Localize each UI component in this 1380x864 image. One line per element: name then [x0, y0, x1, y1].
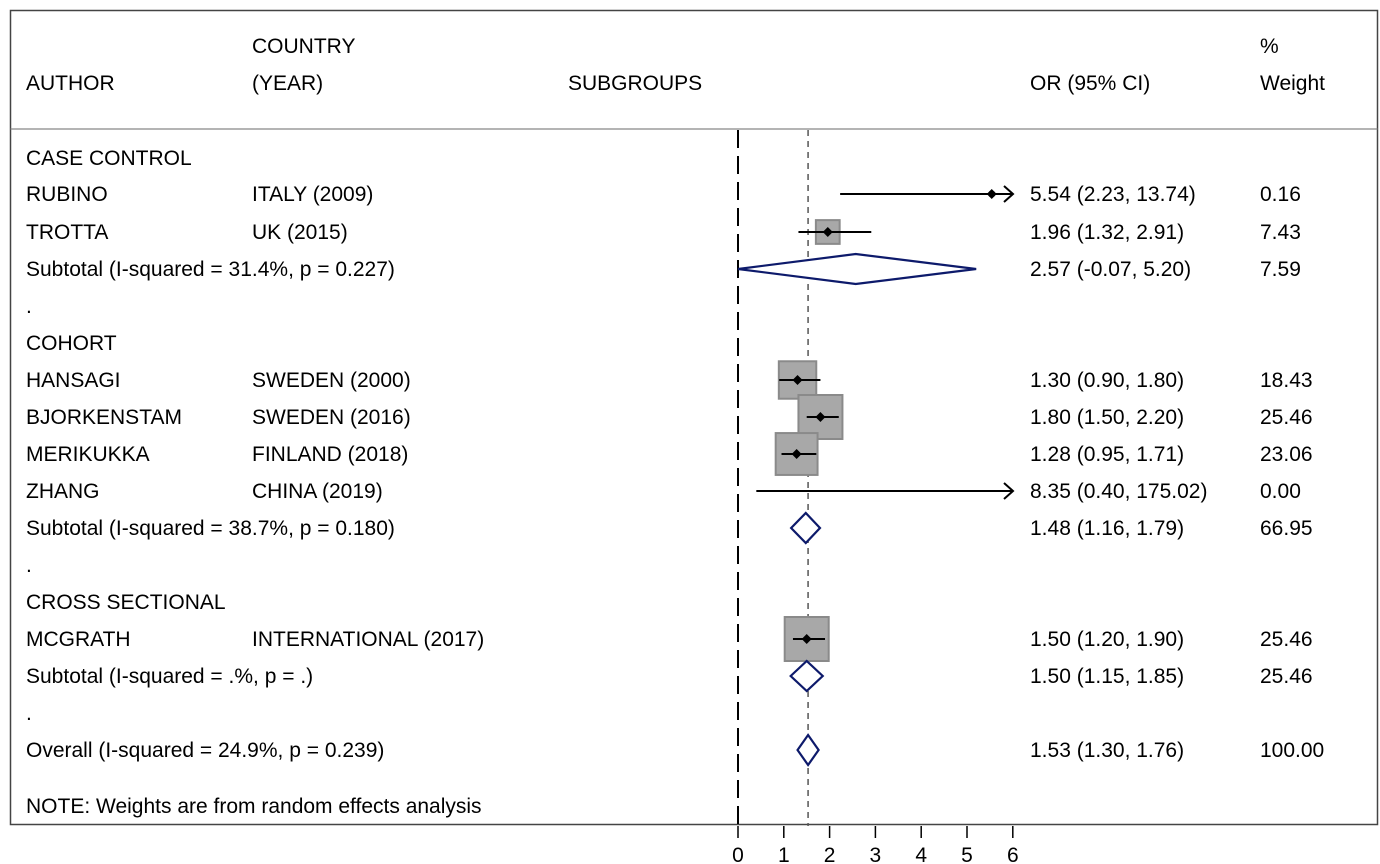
study-ci-text: 5.54 (2.23, 13.74) [1030, 183, 1196, 206]
header-country: COUNTRY [252, 35, 355, 58]
row-group: CROSS SECTIONAL [26, 591, 226, 614]
study-weight-text: 0.16 [1260, 183, 1301, 206]
study-country: ITALY (2009) [252, 183, 373, 206]
x-tick-label: 1 [778, 844, 790, 864]
study-country: UK (2015) [252, 221, 348, 244]
study-country: INTERNATIONAL (2017) [252, 628, 484, 651]
header-percent: % [1260, 35, 1279, 58]
overall-weight-text: 100.00 [1260, 739, 1324, 762]
note-text: NOTE: Weights are from random effects an… [26, 795, 482, 818]
x-tick-label: 6 [1007, 844, 1019, 864]
row-study: TROTTA UK (2015) 1.96 (1.32, 2.91) 7.43 [26, 219, 1301, 245]
study-ci-text: 1.28 (0.95, 1.71) [1030, 443, 1184, 466]
study-weight-text: 7.43 [1260, 221, 1301, 244]
study-weight-text: 18.43 [1260, 369, 1313, 392]
study-author: MCGRATH [26, 628, 131, 651]
study-country: SWEDEN (2000) [252, 369, 411, 392]
x-axis: 0 1 2 3 4 5 6 [732, 826, 1019, 864]
subtotal-diamond [737, 252, 977, 286]
x-tick-label: 3 [870, 844, 882, 864]
subtotal-ci-text: 2.57 (-0.07, 5.20) [1030, 258, 1191, 281]
row-study: RUBINO ITALY (2009) 5.54 (2.23, 13.74) 0.16 [26, 183, 1301, 206]
row-spacer: . [26, 295, 32, 318]
subtotal-weight-text: 7.59 [1260, 258, 1301, 281]
header-weight: Weight [1260, 72, 1325, 95]
point-estimate [815, 412, 826, 422]
ci-arrow [1003, 185, 1015, 203]
row-spacer: . [26, 702, 32, 725]
subtotal-weight-text: 66.95 [1260, 517, 1313, 540]
study-weight-text: 25.46 [1260, 406, 1313, 429]
subtotal-weight-text: 25.46 [1260, 665, 1313, 688]
study-ci-text: 1.30 (0.90, 1.80) [1030, 369, 1184, 392]
header-author: AUTHOR [26, 72, 115, 95]
subtotal-diamond [789, 659, 825, 693]
study-weight-text: 0.00 [1260, 480, 1301, 503]
row-subtotal: Subtotal (I-squared = 31.4%, p = 0.227) 2… [26, 252, 1301, 286]
point-estimate [822, 227, 833, 237]
header-subgroups: SUBGROUPS [568, 72, 702, 95]
ci-arrow [1003, 482, 1015, 500]
plot-frame [9, 9, 1379, 826]
study-author: HANSAGI [26, 369, 121, 392]
row-group: CASE CONTROL [26, 147, 192, 170]
subtotal-ci-text: 1.50 (1.15, 1.85) [1030, 665, 1184, 688]
row-study: HANSAGI SWEDEN (2000) 1.30 (0.90, 1.80) 18.… [26, 360, 1313, 400]
study-author: ZHANG [26, 480, 100, 503]
study-weight-text: 23.06 [1260, 443, 1313, 466]
study-weight-text: 25.46 [1260, 628, 1313, 651]
group-label: CROSS SECTIONAL [26, 591, 226, 614]
study-ci-text: 1.80 (1.50, 2.20) [1030, 406, 1184, 429]
point-estimate [986, 189, 997, 199]
subtotal-label: Subtotal (I-squared = 31.4%, p = 0.227) [26, 258, 395, 281]
row-study: MCGRATH INTERNATIONAL (2017) 1.50 (1.20, 1… [26, 616, 1313, 662]
spacer-dot: . [26, 702, 32, 725]
row-spacer: . [26, 554, 32, 577]
subtotal-ci-text: 1.48 (1.16, 1.79) [1030, 517, 1184, 540]
header-year: (YEAR) [252, 72, 323, 95]
point-estimate [801, 634, 812, 644]
study-author: RUBINO [26, 183, 108, 206]
spacer-dot: . [26, 554, 32, 577]
point-estimate [791, 449, 802, 459]
x-tick-label: 0 [732, 844, 744, 864]
study-author: TROTTA [26, 221, 108, 244]
study-ci-text: 8.35 (0.40, 175.02) [1030, 480, 1207, 503]
subtotal-diamond [789, 511, 822, 545]
row-group: COHORT [26, 332, 117, 355]
x-tick-label: 2 [824, 844, 836, 864]
row-study: ZHANG CHINA (2019) 8.35 (0.40, 175.02) 0.00 [26, 480, 1301, 503]
study-ci-text: 1.96 (1.32, 2.91) [1030, 221, 1184, 244]
study-country: FINLAND (2018) [252, 443, 408, 466]
point-estimate [792, 375, 803, 385]
subtotal-label: Subtotal (I-squared = 38.7%, p = 0.180) [26, 517, 395, 540]
study-country: SWEDEN (2016) [252, 406, 411, 429]
row-study: MERIKUKKA FINLAND (2018) 1.28 (0.95, 1.71)… [26, 432, 1313, 476]
study-author: BJORKENSTAM [26, 406, 182, 429]
group-label: CASE CONTROL [26, 147, 192, 170]
rows-layer: CASE CONTROL RUBINO ITALY (2009) 5.54 (2.23… [26, 147, 1324, 767]
study-ci-text: 1.50 (1.20, 1.90) [1030, 628, 1184, 651]
overall-ci-text: 1.53 (1.30, 1.76) [1030, 739, 1184, 762]
group-label: COHORT [26, 332, 117, 355]
study-author: MERIKUKKA [26, 443, 150, 466]
header-or-ci: OR (95% CI) [1030, 72, 1150, 95]
x-tick-label: 4 [915, 844, 927, 864]
x-tick-label: 5 [961, 844, 973, 864]
row-subtotal: Subtotal (I-squared = .%, p = .) 1.50 (1.… [26, 659, 1313, 693]
study-country: CHINA (2019) [252, 480, 383, 503]
spacer-dot: . [26, 295, 32, 318]
row-subtotal: Subtotal (I-squared = 38.7%, p = 0.180) 1… [26, 511, 1313, 545]
row-overall: Overall (I-squared = 24.9%, p = 0.239) 1.… [26, 733, 1324, 767]
overall-diamond [796, 733, 820, 767]
overall-label: Overall (I-squared = 24.9%, p = 0.239) [26, 739, 384, 762]
row-study: BJORKENSTAM SWEDEN (2016) 1.80 (1.50, 2.20… [26, 394, 1313, 440]
subtotal-label: Subtotal (I-squared = .%, p = .) [26, 665, 313, 688]
